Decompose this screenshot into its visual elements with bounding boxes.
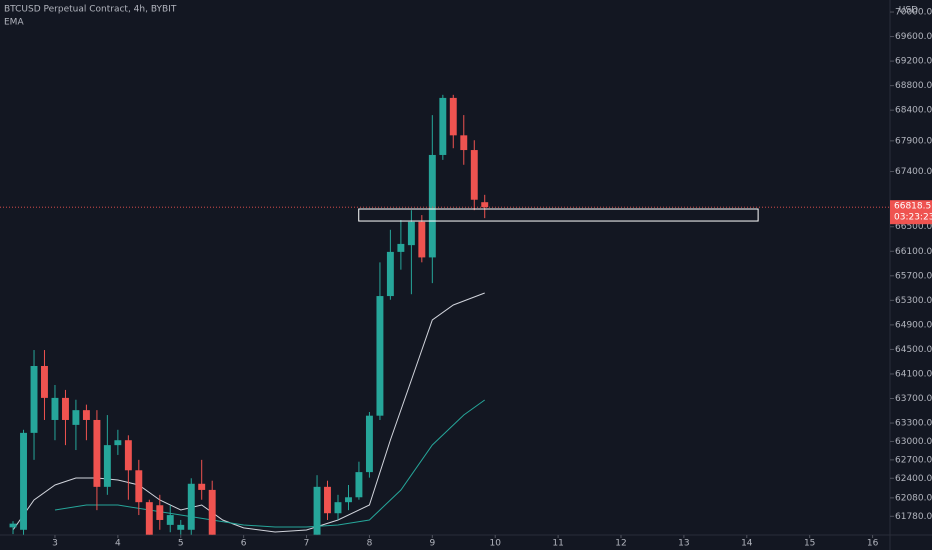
candle-body: [103, 445, 111, 487]
ema-line: [12, 292, 485, 533]
candle-body: [114, 440, 122, 446]
y-tick-label: 62080.0: [895, 493, 932, 503]
chart-title: BTCUSD Perpetual Contract, 4h, BYBIT: [4, 5, 177, 15]
candle-body: [62, 397, 69, 420]
candle-body: [177, 524, 185, 530]
x-tick-label: 5: [178, 539, 184, 549]
candle-body: [313, 486, 321, 535]
candle-body: [355, 472, 363, 498]
x-tick-label: 4: [115, 539, 121, 549]
candle-body: [198, 483, 206, 490]
candle-body: [418, 221, 426, 258]
x-tick-label: 9: [429, 539, 435, 549]
x-tick-label: 16: [867, 539, 879, 549]
candle-body: [166, 515, 174, 525]
y-tick-label: 65700.0: [895, 271, 932, 281]
candle-body: [93, 419, 101, 487]
candle-body: [334, 502, 342, 514]
candle-body: [124, 440, 132, 471]
ema-line: [54, 399, 485, 528]
candle-body: [187, 483, 195, 530]
candle-body: [376, 296, 384, 416]
y-tick-label: 63700.0: [895, 394, 932, 404]
candle-body: [481, 202, 489, 208]
y-tick-label: 63000.0: [895, 437, 932, 447]
candle-body: [72, 410, 80, 425]
candle-body: [407, 221, 415, 246]
y-tick-label: 67400.0: [895, 167, 932, 177]
y-tick-label: 65300.0: [895, 296, 932, 306]
candle-body: [20, 432, 27, 530]
y-tick-label: 64500.0: [895, 345, 932, 355]
candle-body: [460, 135, 468, 151]
currency-label: USD: [899, 6, 918, 16]
candle-body: [41, 365, 48, 398]
x-tick-label: 11: [552, 539, 563, 549]
candle-body: [324, 486, 331, 514]
candle-body: [345, 497, 352, 503]
x-tick-label: 3: [52, 539, 58, 549]
y-tick-label: 64900.0: [895, 320, 932, 330]
candle-body: [439, 97, 447, 155]
candle-body: [9, 523, 17, 528]
plot-area: [0, 94, 890, 535]
y-tick-label: 69600.0: [895, 32, 932, 42]
candle-body: [82, 410, 90, 420]
candle-body: [428, 154, 436, 258]
candle-body: [449, 97, 457, 136]
last-price-badge: [890, 200, 932, 225]
y-tick-label: 66500.0: [895, 222, 932, 232]
candle-body: [135, 470, 143, 503]
candle-body: [470, 150, 478, 200]
x-tick-label: 8: [367, 539, 373, 549]
countdown-label: 03:23:23: [894, 213, 932, 223]
x-tick-label: 13: [678, 539, 689, 549]
y-tick-label: 69200.0: [895, 57, 932, 67]
x-tick-label: 6: [241, 539, 247, 549]
y-tick-label: 68400.0: [895, 106, 932, 116]
y-tick-label: 66100.0: [895, 247, 932, 257]
x-tick-label: 12: [615, 539, 626, 549]
candle-body: [397, 243, 405, 252]
y-tick-label: 68800.0: [895, 81, 932, 91]
y-tick-label: 70000.0: [895, 8, 932, 18]
y-tick-label: 67900.0: [895, 136, 932, 146]
candle-body: [365, 415, 373, 473]
candle-body: [51, 397, 59, 420]
y-tick-label: 61780.0: [895, 512, 932, 522]
candle-body: [208, 489, 216, 535]
candle-body: [30, 365, 38, 433]
candle-body: [145, 502, 153, 535]
candle-body: [156, 505, 164, 520]
y-tick-label: 63300.0: [895, 419, 932, 429]
candle-body: [386, 251, 394, 297]
price-zone: [358, 208, 759, 222]
y-tick-label: 64100.0: [895, 369, 932, 379]
x-tick-label: 10: [489, 539, 501, 549]
y-tick-label: 62700.0: [895, 455, 932, 465]
y-tick-label: 62400.0: [895, 474, 932, 484]
x-tick-label: 15: [804, 539, 815, 549]
x-tick-label: 14: [741, 539, 753, 549]
indicator-label: EMA: [4, 18, 24, 28]
x-tick-label: 7: [304, 539, 310, 549]
last-price-label: 66818.5: [894, 202, 931, 212]
